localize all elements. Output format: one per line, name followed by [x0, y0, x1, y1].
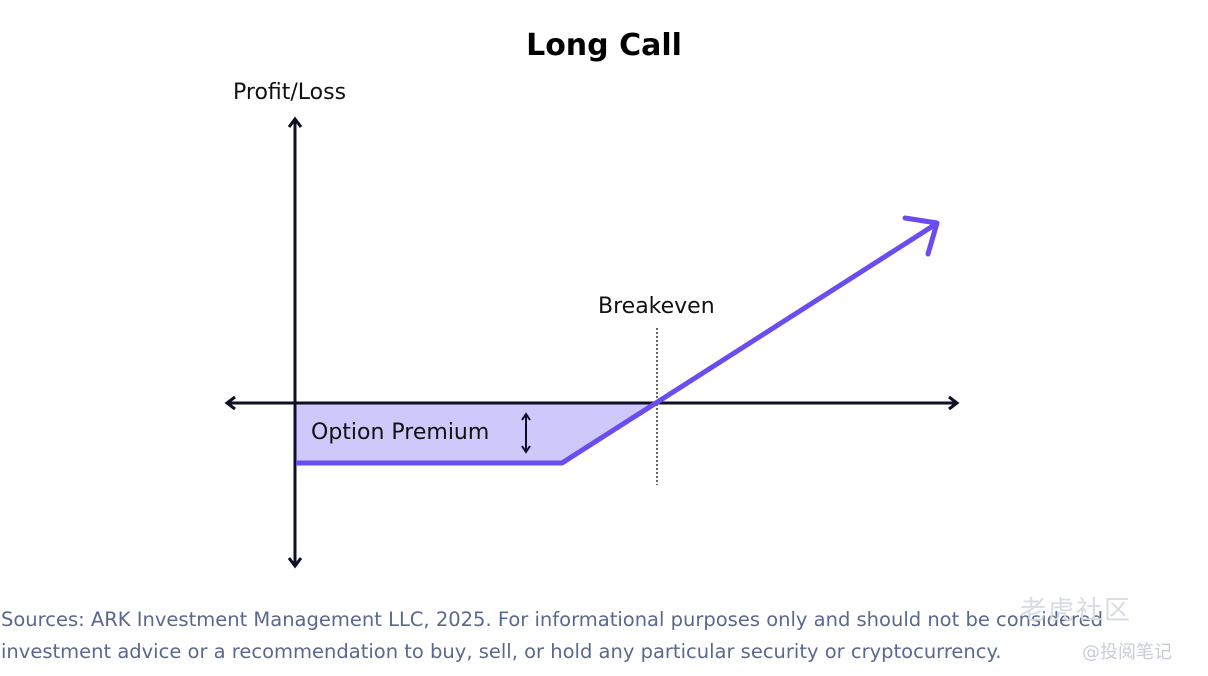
watermark-handle: @投阅笔记 — [1082, 642, 1172, 663]
chart-title: Long Call — [526, 28, 682, 63]
option-premium-label: Option Premium — [311, 420, 490, 445]
x-axis-left-arrow — [224, 395, 236, 411]
sources-disclaimer: Sources: ARK Investment Management LLC, … — [1, 608, 1103, 663]
option-premium-area — [296, 403, 657, 463]
premium-arrow-bottom — [521, 445, 531, 454]
long-call-diagram — [224, 116, 960, 569]
watermark-brand: 老虎社区 — [1020, 596, 1133, 626]
payoff-line — [296, 221, 938, 466]
payoff-arrowhead — [902, 215, 940, 257]
y-axis-bottom-arrow — [287, 557, 303, 569]
y-axis-top-arrow — [287, 116, 303, 128]
premium-arrow-top — [521, 412, 531, 421]
x-axis-right-arrow — [948, 395, 960, 411]
breakeven-label: Breakeven — [598, 294, 715, 319]
y-axis-label: Profit/Loss — [233, 80, 347, 105]
